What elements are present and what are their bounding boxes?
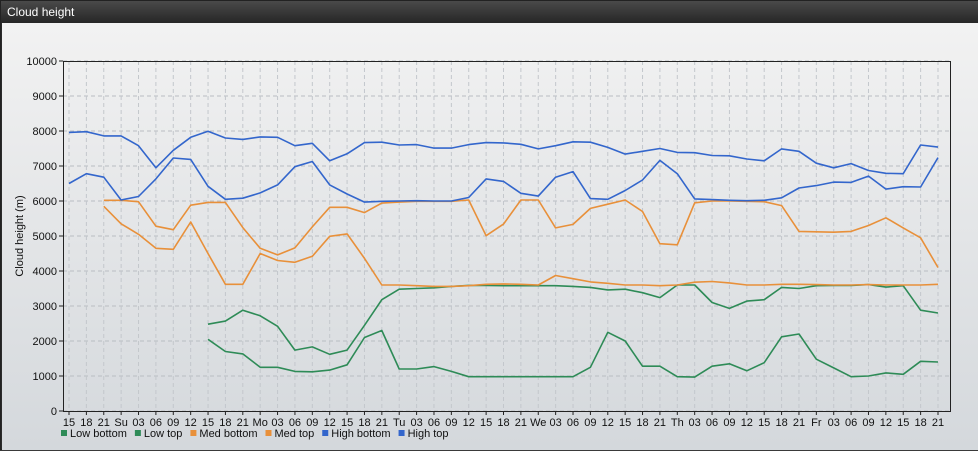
series-line-low-top [207, 283, 939, 356]
x-tick-label: 12 [741, 417, 753, 429]
x-tick-label: 21 [654, 417, 666, 429]
y-tick-label: 7000 [33, 161, 57, 173]
x-tick-label: Tu [393, 417, 405, 429]
x-tick-label: 21 [376, 417, 388, 429]
series-line-med-top [103, 199, 939, 268]
plot-frame [63, 61, 951, 412]
y-tick-label: 5000 [33, 231, 57, 243]
x-tick-label: 06 [289, 417, 301, 429]
x-tick-label: 18 [914, 417, 926, 429]
y-tick-label: 3000 [33, 301, 57, 313]
x-tick-label: 09 [167, 417, 179, 429]
series-lines [68, 130, 939, 378]
y-tick-label: 10000 [26, 56, 57, 68]
y-tick-label: 6000 [33, 196, 57, 208]
series-line-high-bottom [68, 157, 939, 203]
x-tick-label: 06 [150, 417, 162, 429]
legend-swatch [398, 430, 405, 436]
legend-label: Low bottom [70, 428, 127, 440]
legend-label: Low top [144, 428, 183, 440]
x-tick-label: 18 [636, 417, 648, 429]
x-tick-label: 15 [897, 417, 909, 429]
legend-label: High top [408, 428, 449, 440]
x-tick-label: 03 [550, 417, 562, 429]
x-tick-label: 06 [706, 417, 718, 429]
x-tick-label: We [530, 417, 546, 429]
y-axis-label: Cloud height (m) [14, 195, 26, 276]
x-axis-ticks: 15 18 21 Su 03 06 09 12 15 18 21 Mo 03 06 09 12 15 18 21 Tu… [63, 411, 944, 429]
x-tick-label: 06 [567, 417, 579, 429]
y-axis-ticks: 0 1000 2000 3000 4000 5000 6000 7000 8000 9000 100… [26, 56, 63, 418]
legend-swatch [134, 430, 141, 436]
legend-label: Med bottom [199, 428, 257, 440]
x-tick-label: 03 [271, 417, 283, 429]
x-tick-label: 18 [497, 417, 509, 429]
series-line-med-bottom [103, 205, 939, 288]
y-tick-label: 4000 [33, 266, 57, 278]
series-line-low-bottom [207, 329, 939, 378]
legend: Low bottom Low top Med bottom Med top High b… [61, 428, 449, 440]
x-tick-label: 12 [463, 417, 475, 429]
x-tick-label: 03 [689, 417, 701, 429]
x-tick-label: 18 [775, 417, 787, 429]
legend-swatch [190, 430, 197, 436]
x-tick-label: 15 [619, 417, 631, 429]
x-tick-label: 09 [723, 417, 735, 429]
x-tick-label: 15 [63, 417, 75, 429]
x-tick-label: 12 [185, 417, 197, 429]
x-tick-label: 18 [219, 417, 231, 429]
x-tick-label: Mo [253, 417, 268, 429]
legend-swatch [322, 430, 329, 436]
legend-label: Med top [275, 428, 315, 440]
x-tick-label: 15 [758, 417, 770, 429]
legend-label: High bottom [331, 428, 390, 440]
x-tick-label: 21 [793, 417, 805, 429]
x-tick-label: 21 [932, 417, 944, 429]
x-tick-label: 06 [428, 417, 440, 429]
x-tick-label: 12 [602, 417, 614, 429]
x-tick-label: 21 [237, 417, 249, 429]
x-tick-label: 21 [98, 417, 110, 429]
x-tick-label: 18 [358, 417, 370, 429]
y-tick-label: 0 [51, 406, 57, 418]
y-tick-label: 8000 [33, 126, 57, 138]
x-tick-label: 03 [828, 417, 840, 429]
legend-swatch [61, 430, 67, 436]
x-tick-label: 15 [341, 417, 353, 429]
x-tick-label: 09 [445, 417, 457, 429]
x-tick-label: 09 [584, 417, 596, 429]
x-tick-label: Th [671, 417, 684, 429]
x-tick-label: 15 [202, 417, 214, 429]
y-tick-label: 9000 [33, 91, 57, 103]
x-tick-label: 12 [880, 417, 892, 429]
legend-swatch [265, 430, 272, 436]
y-tick-label: 2000 [33, 336, 57, 348]
grid [63, 60, 951, 412]
x-tick-label: Fr [811, 417, 822, 429]
x-tick-label: 09 [862, 417, 874, 429]
x-tick-label: 09 [306, 417, 318, 429]
x-tick-label: 15 [480, 417, 492, 429]
y-tick-label: 1000 [33, 371, 57, 383]
x-tick-label: 12 [324, 417, 336, 429]
x-tick-label: 18 [80, 417, 92, 429]
x-tick-label: Su [114, 417, 127, 429]
series-line-high-top [68, 130, 939, 175]
x-tick-label: 06 [845, 417, 857, 429]
x-tick-label: 03 [410, 417, 422, 429]
x-tick-label: 21 [515, 417, 527, 429]
x-tick-label: 03 [132, 417, 144, 429]
window-title: Cloud height [1, 1, 978, 23]
